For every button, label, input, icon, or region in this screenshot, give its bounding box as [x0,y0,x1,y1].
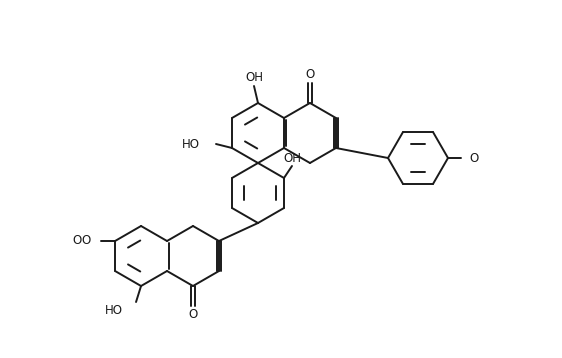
Text: O: O [305,68,315,81]
Text: HO: HO [105,304,123,316]
Text: O: O [469,151,478,164]
Text: OH: OH [245,71,263,83]
Text: O: O [72,234,81,247]
Text: HO: HO [182,137,200,150]
Text: O: O [188,309,198,321]
Text: OH: OH [283,151,301,164]
Text: O: O [82,234,91,247]
